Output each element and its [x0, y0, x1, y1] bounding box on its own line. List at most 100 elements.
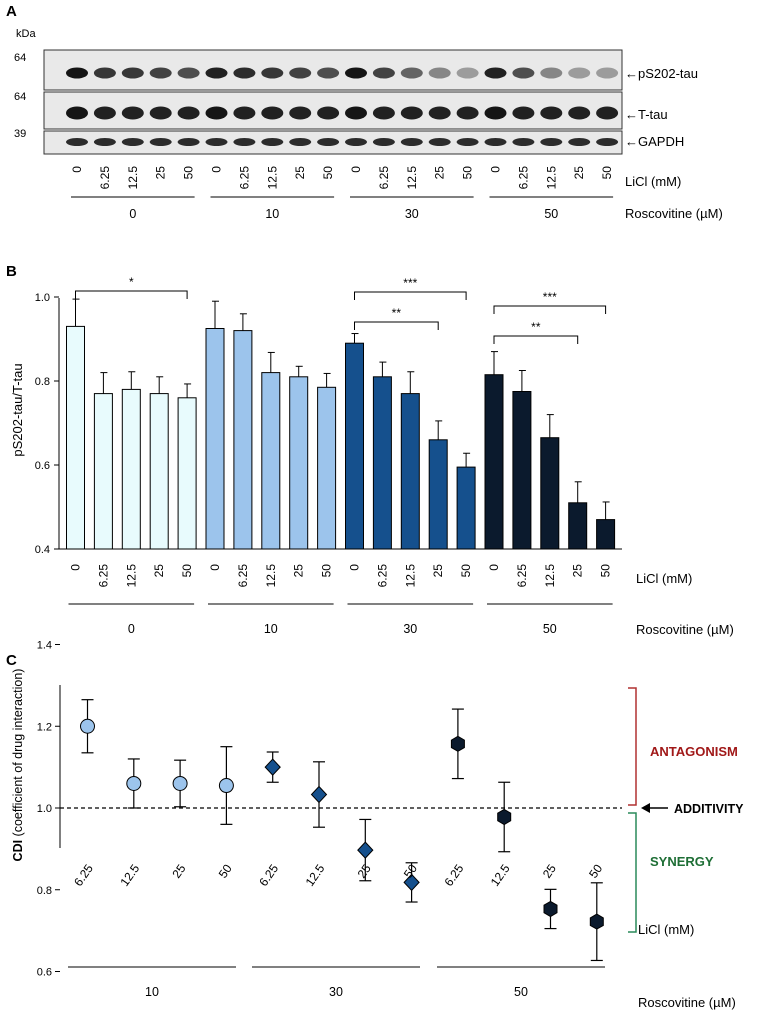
blot-band [317, 106, 340, 120]
blot-band [345, 67, 367, 79]
x-tick-label: 0 [69, 564, 83, 571]
cdi-point [589, 913, 604, 930]
cdi-point [357, 841, 374, 859]
lane-label: 0 [489, 166, 503, 173]
x-tick-label: 25 [431, 564, 445, 578]
x-tick-label: 50 [401, 861, 420, 880]
cdi-point [264, 758, 281, 776]
bar [484, 374, 504, 550]
antagonism-label: ANTAGONISM [650, 744, 738, 759]
panel-c-yticks: 0.6 0.8 1.0 1.2 1.4 [37, 640, 60, 979]
panel-b-ylabel: pS202-tau/T-tau [10, 363, 25, 456]
blot-band [205, 138, 228, 146]
blot-band [121, 106, 144, 120]
bar [456, 466, 476, 550]
blot-band [66, 67, 88, 79]
panel-c-points [80, 699, 604, 962]
x-tick-label: 50 [216, 861, 235, 880]
cdi-point [543, 900, 558, 918]
blot-band [484, 67, 507, 79]
blot-band [261, 106, 284, 120]
y-tick-label: 1.4 [37, 640, 52, 652]
blot-band [400, 106, 423, 120]
blot-band [121, 67, 144, 79]
x-tick-label: 6.25 [441, 861, 466, 888]
x-tick-label: 25 [540, 861, 559, 880]
synergy-label: SYNERGY [650, 854, 714, 869]
kda-label: kDa [16, 28, 36, 40]
blot-band [484, 106, 507, 120]
group-label: 30 [403, 622, 417, 636]
blot-band [93, 138, 116, 146]
blot-band [149, 106, 172, 120]
blot-band [345, 106, 367, 120]
blot-band [428, 138, 451, 146]
blot-band [568, 138, 591, 146]
band-label-ttau: ←T-tau [625, 107, 668, 122]
bar [261, 372, 281, 550]
blot-band [233, 138, 256, 146]
bar [345, 342, 364, 550]
synergy-bracket [628, 812, 637, 933]
significance-bracket [354, 321, 439, 330]
blot-band [93, 67, 116, 79]
x-tick-label: 12.5 [264, 564, 278, 588]
cdi-point [218, 778, 234, 794]
panel-b-roscovitine-label: Roscovitine (µM) [636, 622, 734, 637]
lane-label: 6.25 [516, 166, 530, 190]
panel-a-group-lines: 0 10 30 50 [71, 196, 614, 221]
blot-band [596, 106, 619, 120]
blot-band [317, 138, 340, 146]
x-tick-label: 6.25 [96, 564, 110, 588]
lane-label: 50 [461, 166, 475, 180]
x-tick-label: 50 [586, 861, 605, 880]
panel-a-roscovitine-label: Roscovitine (µM) [625, 206, 723, 221]
x-tick-label: 6.25 [256, 861, 281, 888]
blot-band [149, 67, 172, 79]
y-tick-label: 0.8 [35, 376, 50, 388]
blot-band [484, 138, 507, 146]
blot-band [149, 138, 172, 146]
lane-label: 0 [70, 166, 84, 173]
bar [400, 393, 420, 550]
group-label: 10 [265, 207, 279, 221]
blot-band [512, 106, 535, 120]
marker-64-a: 64 [14, 52, 26, 64]
bar [596, 519, 616, 550]
lane-label: 12.5 [405, 166, 419, 190]
panel-b-yticks: 0.4 0.6 0.8 1.0 [35, 292, 59, 556]
blot-band [456, 106, 479, 120]
significance-bracket [75, 290, 188, 299]
lane-label: 6.25 [237, 166, 251, 190]
x-tick-label: 6.25 [515, 564, 529, 588]
bar [177, 397, 197, 550]
x-tick-label: 50 [459, 564, 473, 578]
blot-band [372, 106, 395, 120]
y-tick-label: 0.8 [37, 885, 52, 897]
cdi-point [403, 873, 420, 892]
blot-band [289, 106, 312, 120]
group-label: 0 [128, 622, 135, 636]
marker-64-b: 64 [14, 91, 26, 103]
cdi-point [126, 775, 142, 791]
x-tick-label: 12.5 [488, 861, 513, 888]
panel-b-significance: * ********** [75, 275, 607, 344]
cdi-point [310, 785, 328, 804]
x-tick-label: 0 [208, 564, 222, 571]
significance-bracket [493, 335, 579, 344]
band-label-pS202: ←pS202-tau [625, 66, 698, 81]
x-tick-label: 12.5 [543, 564, 557, 588]
blot-band [289, 138, 312, 146]
group-label: 50 [543, 622, 557, 636]
x-tick-label: 12.5 [117, 861, 142, 888]
blot-band [233, 67, 256, 79]
blot-band [177, 106, 200, 120]
cdi-point [497, 808, 512, 826]
significance-label: ** [392, 306, 402, 320]
panel-c-roscovitine-label: Roscovitine (µM) [638, 995, 736, 1010]
lane-label: 25 [154, 166, 168, 180]
marker-39: 39 [14, 128, 26, 140]
panel-c-ylabel: CDI (coefficient of drug interaction) [11, 669, 25, 862]
panel-c-licl-label: LiCl (mM) [638, 922, 694, 937]
lane-label: 25 [433, 166, 447, 180]
